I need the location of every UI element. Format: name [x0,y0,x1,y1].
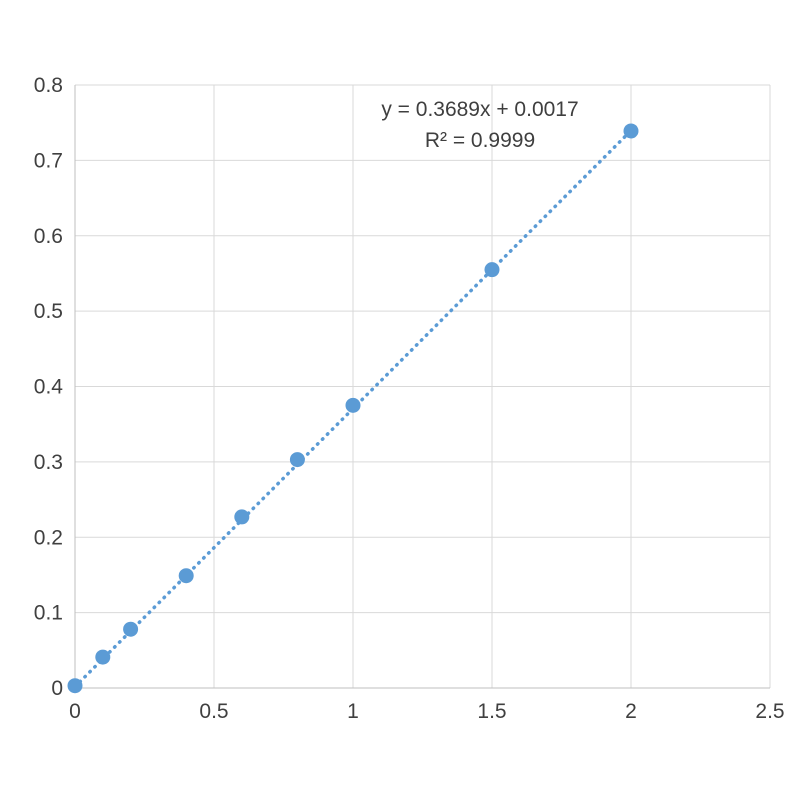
data-point-marker [67,678,83,694]
data-point-marker [289,452,305,468]
y-axis-tick-label: 0 [51,677,63,700]
x-axis-tick-label: 2 [625,700,637,723]
trendline-equation: y = 0.3689x + 0.0017 [381,98,579,121]
y-axis-tick-label: 0.7 [34,149,63,172]
y-axis-tick-label: 0.3 [34,451,63,474]
x-axis-tick-label: 1 [347,700,359,723]
y-axis-tick-label: 0.5 [34,300,63,323]
y-axis-tick-label: 0.4 [34,376,64,399]
trendline-annotation: y = 0.3689x + 0.0017 R² = 0.9999 [340,94,620,156]
data-point-marker [484,262,500,278]
x-axis-tick-label: 0.5 [199,700,228,723]
x-axis-tick-label: 2.5 [755,700,784,723]
data-point-marker [178,568,194,584]
y-axis-tick-label: 0.8 [34,74,63,97]
data-point-marker [623,123,639,139]
data-point-marker [95,649,111,665]
y-axis-tick-label: 0.2 [34,526,63,549]
y-axis-tick-label: 0.1 [34,602,63,625]
data-point-marker [345,397,361,413]
data-point-marker [123,621,139,637]
data-point-marker [234,509,250,525]
r-squared-label: R² = 0.9999 [424,129,536,152]
y-axis-tick-label: 0.6 [34,225,63,248]
x-axis-tick-label: 1.5 [477,700,506,723]
x-axis-tick-label: 0 [69,700,81,723]
